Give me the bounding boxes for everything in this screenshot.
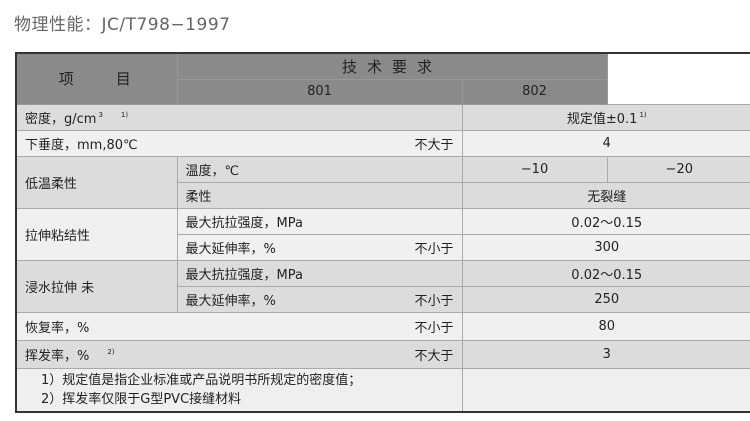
table-row-sag: 下垂度，mm,80℃ 不大于 4 — [15, 129, 750, 157]
header-requirement: 技术要求 — [176, 52, 608, 80]
table-row-recovery: 恢复率，% 不小于 80 — [15, 311, 750, 341]
table-row-density: 密度，g/cm 3 1) 规定值±0.1 1) — [15, 103, 750, 131]
footnote-2: 2）挥发率仅限于G型PVC接缝材料 — [41, 391, 242, 407]
header-row: 项 目 技术要求 — [15, 52, 750, 105]
table-row-lowtemp-flex: 柔性 无裂缝 — [16, 181, 750, 209]
properties-table: 项 目 技术要求 801 802 密度，g/cm 3 1) 规定值±0.1 1) 下垂… — [15, 52, 750, 413]
table-row-immersion-strength: 浸水拉伸 未 最大抗拉强度，MPa 0.02～0.15 — [15, 259, 750, 313]
density-value: 规定值±0.1 — [566, 111, 638, 127]
header-grade-802: 802 — [461, 78, 608, 105]
table-row-lowtemp-temp: 低温柔性 温度，℃ −10 −20 — [15, 155, 750, 209]
table-row-tensile-strength: 拉伸粘结性 最大抗拉强度，MPa 0.02～0.15 — [15, 207, 750, 261]
page-title: 物理性能：JC/T798−1997 — [14, 15, 231, 35]
footnote-1: 1）规定值是指企业标准或产品说明书所规定的密度值； — [41, 372, 362, 388]
header-item: 项 目 — [15, 52, 178, 105]
density-label: 密度，g/cm — [25, 111, 97, 127]
header-grade-801: 801 — [176, 78, 463, 105]
footnotes-row: 1）规定值是指企业标准或产品说明书所规定的密度值； 2）挥发率仅限于G型PVC接… — [15, 367, 750, 412]
table-row-immersion-elong: 最大延伸率，% 不小于 250 — [16, 285, 750, 313]
table-row-volatile: 挥发率，% 2) 不大于 3 — [15, 339, 750, 369]
